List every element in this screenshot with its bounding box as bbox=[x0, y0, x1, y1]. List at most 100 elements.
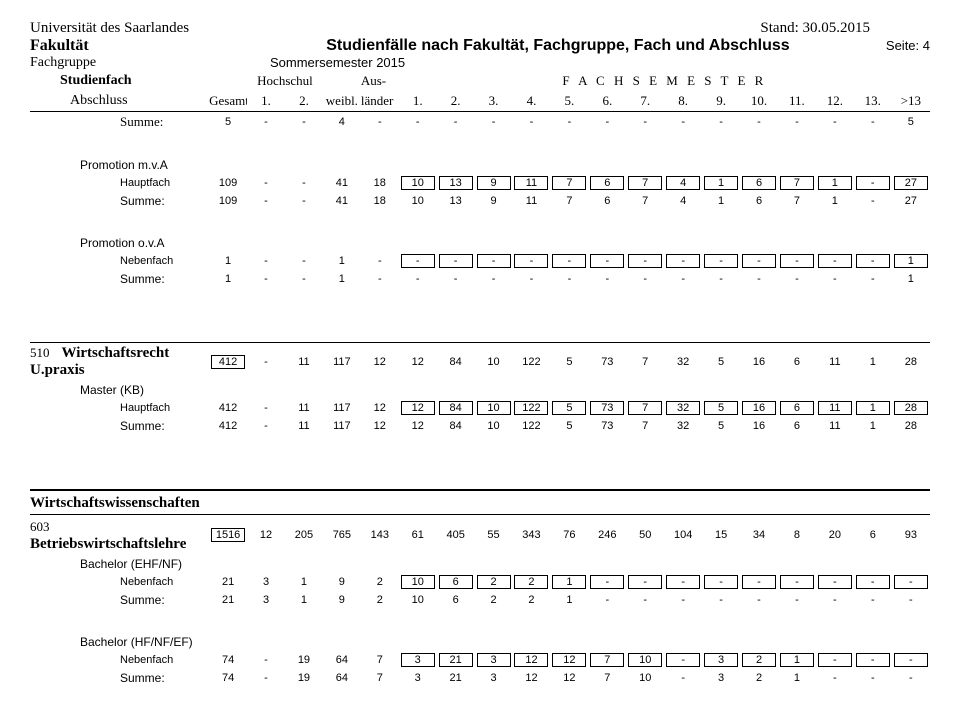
cell-value: 7 bbox=[778, 192, 816, 210]
cell-value: - bbox=[816, 651, 854, 669]
cell-value: 32 bbox=[664, 417, 702, 435]
cell-value: 12 bbox=[550, 651, 588, 669]
cell-label: Summe: bbox=[30, 417, 209, 435]
cell-value: - bbox=[664, 270, 702, 288]
header-top: Universität des Saarlandes Stand: 30.05.… bbox=[30, 20, 930, 37]
cell-value: 1516 bbox=[209, 515, 247, 556]
cell-value: - bbox=[399, 270, 437, 288]
cell-value: - bbox=[740, 112, 778, 133]
hdr-studienfach: Studienfach bbox=[30, 71, 209, 91]
cell-value: 12 bbox=[513, 669, 551, 687]
cell-value: - bbox=[247, 192, 285, 210]
cell-value: 7 bbox=[626, 399, 664, 417]
cell-value: - bbox=[778, 112, 816, 133]
cell-value: - bbox=[399, 112, 437, 133]
cell-value: 5 bbox=[550, 399, 588, 417]
cell-label: Hauptfach bbox=[30, 174, 209, 192]
subject-code: 510 bbox=[30, 345, 58, 361]
cell-value: - bbox=[437, 112, 475, 133]
date-stamp: Stand: 30.05.2015 bbox=[760, 20, 930, 37]
hdr-fgt13: >13 bbox=[892, 91, 930, 112]
cell-value: 109 bbox=[209, 174, 247, 192]
hdr-gesamt: Gesamt bbox=[209, 91, 247, 112]
cell-value: 412 bbox=[209, 417, 247, 435]
cell-value: - bbox=[778, 573, 816, 591]
cell-value: - bbox=[399, 252, 437, 270]
cell-value: - bbox=[854, 573, 892, 591]
cell-value: 1 bbox=[702, 174, 740, 192]
cell-value: 4 bbox=[664, 174, 702, 192]
cell-value: - bbox=[588, 573, 626, 591]
cell-label: Bachelor (EHF/NF) bbox=[30, 555, 930, 573]
row-bach-ehf-neben: Nebenfach 213192106221--------- bbox=[30, 573, 930, 591]
cell-value: 6 bbox=[854, 515, 892, 556]
cell-value: 10 bbox=[399, 192, 437, 210]
cell-value: - bbox=[247, 252, 285, 270]
cell-value: - bbox=[247, 270, 285, 288]
cell-value: 11 bbox=[513, 174, 551, 192]
cell-value: 28 bbox=[892, 343, 930, 382]
cell-label: Summe: bbox=[30, 112, 209, 133]
hdr-f13: 13. bbox=[854, 91, 892, 112]
cell-value: 343 bbox=[513, 515, 551, 556]
cell-value: - bbox=[513, 112, 551, 133]
cell-value: - bbox=[550, 112, 588, 133]
cell-value: 3 bbox=[702, 669, 740, 687]
cell-value: - bbox=[664, 669, 702, 687]
hdr-aus: Aus- bbox=[361, 71, 399, 91]
cell-value: 32 bbox=[664, 399, 702, 417]
cell-value: 7 bbox=[588, 669, 626, 687]
cell-value: 412 bbox=[209, 399, 247, 417]
hdr-weibl: weibl. bbox=[323, 91, 361, 112]
cell-value: - bbox=[664, 112, 702, 133]
hdr-f3: 3. bbox=[475, 91, 513, 112]
cell-label: Summe: bbox=[30, 270, 209, 288]
hdr-f12: 12. bbox=[816, 91, 854, 112]
cell-value: 10 bbox=[475, 417, 513, 435]
cell-value: 1 bbox=[550, 573, 588, 591]
cell-value: 74 bbox=[209, 651, 247, 669]
cell-value: 73 bbox=[588, 417, 626, 435]
cell-value: 41 bbox=[323, 192, 361, 210]
cell-value: - bbox=[854, 270, 892, 288]
hdr-h2: 2. bbox=[285, 91, 323, 112]
header-row-1: Studienfach Hochschul Aus- F A C H S E M… bbox=[30, 71, 930, 91]
cell-value: 122 bbox=[513, 417, 551, 435]
cell-value: 7 bbox=[550, 192, 588, 210]
cell-value: 1 bbox=[854, 417, 892, 435]
cell-value: - bbox=[702, 591, 740, 609]
cell-value: - bbox=[626, 573, 664, 591]
hdr-f9: 9. bbox=[702, 91, 740, 112]
cell-value: - bbox=[513, 270, 551, 288]
cell-value: - bbox=[437, 252, 475, 270]
cell-value: 7 bbox=[626, 174, 664, 192]
cell-value: 1 bbox=[892, 270, 930, 288]
cell-value: - bbox=[285, 112, 323, 133]
cell-value: 8 bbox=[778, 515, 816, 556]
section-title: Wirtschaftswissenschaften bbox=[30, 490, 930, 515]
cell-value: 1 bbox=[702, 192, 740, 210]
cell-value: - bbox=[740, 270, 778, 288]
cell-value: 16 bbox=[740, 399, 778, 417]
cell-value: 61 bbox=[399, 515, 437, 556]
cell-label: Nebenfach bbox=[30, 573, 209, 591]
cell-value: 11 bbox=[816, 399, 854, 417]
cell-value: 5 bbox=[550, 417, 588, 435]
cell-value: - bbox=[285, 252, 323, 270]
cell-value: 12 bbox=[361, 343, 399, 382]
cell-value: 143 bbox=[361, 515, 399, 556]
cell-value: - bbox=[854, 112, 892, 133]
cell-value: - bbox=[285, 192, 323, 210]
hdr-f8: 8. bbox=[664, 91, 702, 112]
cell-value: 12 bbox=[399, 343, 437, 382]
cell-value: - bbox=[702, 270, 740, 288]
cell-value: 9 bbox=[323, 591, 361, 609]
cell-label: Bachelor (HF/NF/EF) bbox=[30, 633, 930, 651]
cell-value: - bbox=[247, 399, 285, 417]
cell-value: 765 bbox=[323, 515, 361, 556]
cell-value: 1 bbox=[778, 651, 816, 669]
hdr-h1: 1. bbox=[247, 91, 285, 112]
cell-value: 12 bbox=[247, 515, 285, 556]
cell-value: - bbox=[702, 252, 740, 270]
cell-value: - bbox=[626, 270, 664, 288]
